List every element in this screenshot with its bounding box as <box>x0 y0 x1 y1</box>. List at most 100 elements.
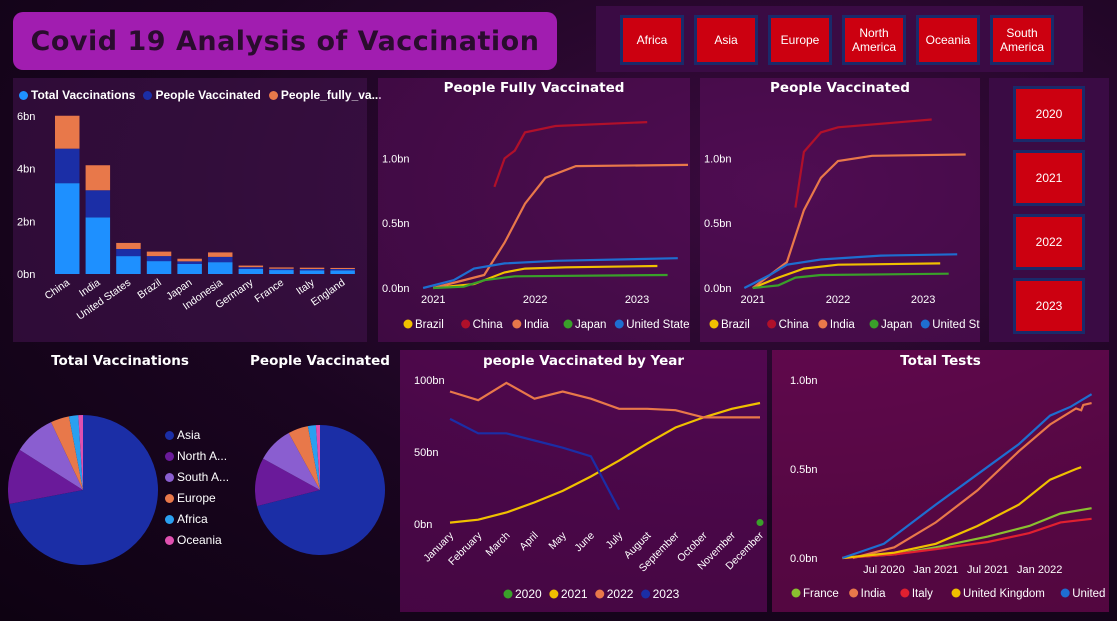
x-tick-label: England <box>309 277 348 309</box>
legend-dot-icon <box>595 589 605 599</box>
pie-people-title: People Vaccinated <box>250 353 390 369</box>
year-button-2023[interactable]: 2023 <box>1013 278 1085 334</box>
bar-segment <box>269 270 294 274</box>
continent-button-asia[interactable]: Asia <box>694 15 758 65</box>
legend-dot-icon <box>143 90 153 100</box>
pie-total-title: Total Vaccinations <box>51 353 189 369</box>
x-tick-label: May <box>546 529 569 552</box>
bar-segment <box>177 263 202 274</box>
legend-dot-icon <box>818 319 828 329</box>
total-tests-panel: Total Tests 0.0bn 0.5bn 1.0bn Jul 2020 Jan 2… <box>772 350 1109 612</box>
y-tick-label: 1.0bn <box>790 375 818 387</box>
x-tick-label: April <box>517 530 540 553</box>
legend-item: Total Vaccinations <box>19 88 135 102</box>
x-tick-label: July <box>604 529 626 551</box>
series-point <box>756 519 764 527</box>
legend-dot-icon <box>165 535 174 545</box>
series-line <box>794 118 932 208</box>
x-tick-label: Brazil <box>135 277 163 302</box>
legend-item: Asia <box>165 428 229 442</box>
total-tests-chart: 0.0bn 0.5bn 1.0bn Jul 2020 Jan 2021 Jul 2021 J… <box>790 375 1109 600</box>
bar-segment <box>238 267 264 269</box>
bar-segment <box>177 261 202 264</box>
bar-segment <box>269 267 294 269</box>
x-tick-label: 2022 <box>826 294 850 306</box>
legend-label: South A... <box>177 470 230 484</box>
x-tick-label: Jul 2020 <box>863 564 905 576</box>
legend-item: Oceania <box>165 533 229 547</box>
continent-button-oceania[interactable]: Oceania <box>916 15 980 65</box>
legend-label: 2022 <box>607 587 634 601</box>
y-tick-label: 1.0bn <box>382 153 410 165</box>
fully-vaccinated-panel: People Fully Vaccinated 0.0bn 0.5bn 1.0bn 2… <box>378 78 690 342</box>
x-tick-label: 2022 <box>523 294 547 306</box>
bar-segment <box>177 258 202 262</box>
y-tick-label: 6bn <box>17 111 35 123</box>
series-line <box>842 466 1082 560</box>
continent-button-africa[interactable]: Africa <box>620 15 684 65</box>
y-tick-label: 0.0bn <box>382 283 410 295</box>
legend-item: Africa <box>165 512 229 526</box>
legend-label: Japan <box>881 319 912 331</box>
bar-segment <box>55 115 80 149</box>
pie-slice <box>78 415 83 490</box>
pie-slice <box>19 422 83 490</box>
legend-label: Asia <box>177 428 201 442</box>
continent-slicer: Africa Asia Europe North America Oceania… <box>596 6 1083 72</box>
total-tests-title: Total Tests <box>900 353 981 369</box>
stacked-bar-panel: Total Vaccinations People Vaccinated Peo… <box>13 78 382 342</box>
legend-dot-icon <box>869 319 879 329</box>
y-tick-label: 100bn <box>414 375 445 387</box>
legend-dot-icon <box>563 319 573 329</box>
legend-item: Europe <box>165 491 229 505</box>
y-tick-label: 50bn <box>414 447 438 459</box>
bar-segment <box>85 217 111 274</box>
bar-segment <box>330 268 355 271</box>
x-tick-label: France <box>253 277 287 306</box>
series-line <box>449 381 760 419</box>
legend-dot-icon <box>641 589 651 599</box>
legend-label: United Kingdom <box>963 588 1045 600</box>
stacked-bar-legend: Total Vaccinations People Vaccinated Peo… <box>19 88 382 102</box>
series-line <box>449 417 621 511</box>
x-tick-label: 2023 <box>911 294 935 306</box>
continent-button-europe[interactable]: Europe <box>768 15 832 65</box>
y-tick-label: 0bn <box>17 269 35 281</box>
legend-dot-icon <box>709 319 719 329</box>
pie-slice <box>263 433 320 490</box>
pie-slice <box>51 416 83 490</box>
legend-item: North A... <box>165 449 229 463</box>
year-button-2022[interactable]: 2022 <box>1013 214 1085 270</box>
legend-dot-icon <box>503 589 513 599</box>
bar-segment <box>299 268 325 271</box>
pie-total-chart <box>8 415 158 565</box>
bar-segment <box>116 248 141 257</box>
legend-label: People_fully_va... <box>280 88 382 102</box>
legend-label: Africa <box>177 512 208 526</box>
legend-dot-icon <box>791 588 801 598</box>
bar-segment <box>146 261 172 274</box>
x-tick-label: Jul 2021 <box>967 564 1009 576</box>
legend-label: Brazil <box>415 319 444 331</box>
bar-segment <box>299 270 325 274</box>
year-button-2020[interactable]: 2020 <box>1013 86 1085 142</box>
legend-label: Brazil <box>721 319 750 331</box>
bar-segment <box>208 262 233 274</box>
dashboard-title: Covid 19 Analysis of Vaccination <box>30 25 540 57</box>
legend-dot-icon <box>920 319 930 329</box>
year-button-2021[interactable]: 2021 <box>1013 150 1085 206</box>
continent-button-south-america[interactable]: South America <box>990 15 1054 65</box>
legend-label: 2023 <box>653 587 680 601</box>
x-tick-label: 2021 <box>421 294 445 306</box>
y-tick-label: 0bn <box>414 519 432 531</box>
legend-label: India <box>524 319 550 331</box>
series-line <box>422 257 678 290</box>
series-line <box>842 393 1093 560</box>
legend-dot-icon <box>900 588 910 598</box>
x-tick-label: June <box>572 530 597 555</box>
people-vaccinated-panel: People Vaccinated 0.0bn 0.5bn 1.0bn 2021 202… <box>700 78 980 342</box>
continent-button-north-america[interactable]: North America <box>842 15 906 65</box>
dashboard-title-box: Covid 19 Analysis of Vaccination <box>13 12 557 70</box>
series-line <box>433 163 689 290</box>
y-tick-label: 0.5bn <box>382 218 410 230</box>
